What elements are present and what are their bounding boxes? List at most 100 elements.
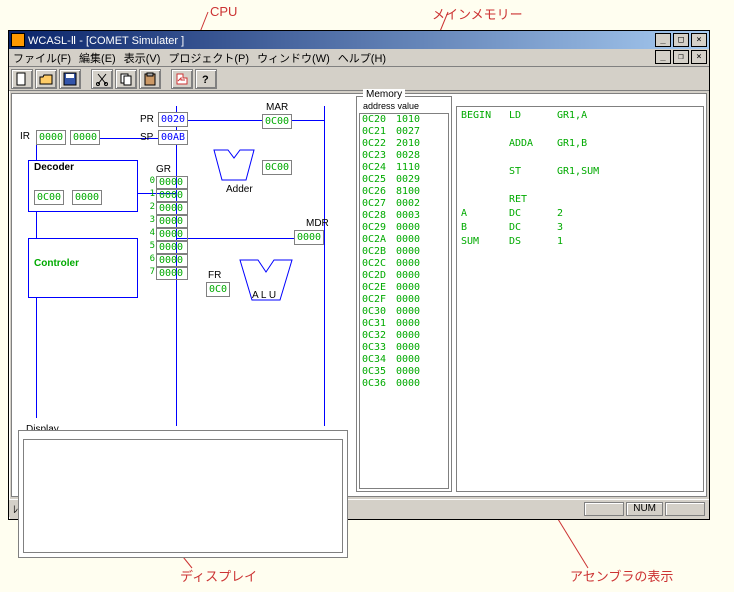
gr-row: 50000 bbox=[146, 241, 188, 254]
fr-label: FR bbox=[208, 270, 221, 281]
asm-row[interactable]: BEGINLDGR1,A bbox=[461, 109, 699, 123]
gr-index: 2 bbox=[146, 202, 156, 215]
titlebar[interactable]: WCASL-Ⅱ - [COMET Simulater ] _ □ × bbox=[9, 31, 709, 49]
memory-row[interactable]: 0C210027 bbox=[360, 126, 448, 138]
workarea: IR 0000 0000 PR 0020 SP 00AB MAR 0C00 0C… bbox=[11, 93, 707, 497]
memory-row[interactable]: 0C2D0000 bbox=[360, 270, 448, 282]
tool-run[interactable] bbox=[171, 69, 193, 89]
menu-project[interactable]: プロジェクト(P) bbox=[168, 50, 249, 66]
memory-addr: 0C24 bbox=[360, 162, 394, 174]
memory-row[interactable]: 0C330000 bbox=[360, 342, 448, 354]
asm-row[interactable]: SUMDS1 bbox=[461, 235, 699, 249]
tool-paste[interactable] bbox=[139, 69, 161, 89]
gr-stack: 0000010000200003000040000500006000070000 bbox=[146, 176, 188, 280]
asm-args: 1 bbox=[557, 235, 657, 249]
asm-op: ADDA bbox=[509, 137, 557, 151]
asm-row[interactable] bbox=[461, 179, 699, 193]
asm-row[interactable]: BDC3 bbox=[461, 221, 699, 235]
memory-list[interactable]: 0C2010100C2100270C2220100C2300280C241110… bbox=[359, 113, 449, 489]
memory-row[interactable]: 0C222010 bbox=[360, 138, 448, 150]
toolbar: ? bbox=[9, 67, 709, 91]
status-num: NUM bbox=[626, 502, 663, 516]
gr-value: 0000 bbox=[156, 202, 188, 215]
asm-row[interactable] bbox=[461, 151, 699, 165]
asm-label: B bbox=[461, 221, 509, 235]
child-restore-button[interactable]: ❐ bbox=[673, 50, 689, 64]
memory-addr: 0C36 bbox=[360, 378, 394, 390]
memory-addr: 0C25 bbox=[360, 174, 394, 186]
memory-row[interactable]: 0C2A0000 bbox=[360, 234, 448, 246]
menu-help[interactable]: ヘルプ(H) bbox=[338, 50, 386, 66]
memory-row[interactable]: 0C310000 bbox=[360, 318, 448, 330]
menu-edit[interactable]: 編集(E) bbox=[79, 50, 116, 66]
memory-value: 0027 bbox=[394, 126, 428, 138]
memory-value: 0000 bbox=[394, 342, 428, 354]
asm-op: DS bbox=[509, 235, 557, 249]
memory-row[interactable]: 0C230028 bbox=[360, 150, 448, 162]
memory-row[interactable]: 0C241110 bbox=[360, 162, 448, 174]
fr-value: 0C0 bbox=[206, 282, 230, 297]
memory-row[interactable]: 0C280003 bbox=[360, 210, 448, 222]
tool-save[interactable] bbox=[59, 69, 81, 89]
pr-value: 0020 bbox=[158, 112, 188, 127]
memory-row[interactable]: 0C2E0000 bbox=[360, 282, 448, 294]
memory-row[interactable]: 0C201010 bbox=[360, 114, 448, 126]
gr-index: 1 bbox=[146, 189, 156, 202]
memory-row[interactable]: 0C2C0000 bbox=[360, 258, 448, 270]
gr-index: 4 bbox=[146, 228, 156, 241]
child-close-button[interactable]: × bbox=[691, 50, 707, 64]
memory-row[interactable]: 0C360000 bbox=[360, 378, 448, 390]
mdr-value: 0000 bbox=[294, 230, 324, 245]
tool-new[interactable] bbox=[11, 69, 33, 89]
mar-label: MAR bbox=[266, 102, 288, 113]
close-button[interactable]: × bbox=[691, 33, 707, 47]
memory-row[interactable]: 0C2B0000 bbox=[360, 246, 448, 258]
gr-row: 30000 bbox=[146, 215, 188, 228]
menu-file[interactable]: ファイル(F) bbox=[13, 50, 71, 66]
gr-index: 6 bbox=[146, 254, 156, 267]
asm-row[interactable] bbox=[461, 123, 699, 137]
memory-row[interactable]: 0C340000 bbox=[360, 354, 448, 366]
memory-group: Memory address value 0C2010100C2100270C2… bbox=[356, 96, 452, 492]
memory-row[interactable]: 0C300000 bbox=[360, 306, 448, 318]
decoder-val-1: 0000 bbox=[72, 190, 102, 205]
gr-index: 3 bbox=[146, 215, 156, 228]
asm-row[interactable]: STGR1,SUM bbox=[461, 165, 699, 179]
ir-value-1: 0000 bbox=[70, 130, 100, 145]
decoder-label: Decoder bbox=[34, 162, 74, 173]
memory-row[interactable]: 0C270002 bbox=[360, 198, 448, 210]
memory-row[interactable]: 0C290000 bbox=[360, 222, 448, 234]
tool-help[interactable]: ? bbox=[195, 69, 217, 89]
menu-view[interactable]: 表示(V) bbox=[124, 50, 161, 66]
asm-op: LD bbox=[509, 109, 557, 123]
annotation-assembler: アセンブラの表示 bbox=[570, 566, 673, 585]
menu-window[interactable]: ウィンドウ(W) bbox=[257, 50, 330, 66]
memory-addr: 0C26 bbox=[360, 186, 394, 198]
pr-label: PR bbox=[140, 114, 154, 125]
asm-op: RET bbox=[509, 193, 557, 207]
gr-row: 40000 bbox=[146, 228, 188, 241]
gr-value: 0000 bbox=[156, 267, 188, 280]
assembler-panel[interactable]: BEGINLDGR1,A ADDAGR1,B STGR1,SUM RETADC2BDC… bbox=[456, 106, 704, 492]
tool-copy[interactable] bbox=[115, 69, 137, 89]
memory-row[interactable]: 0C250029 bbox=[360, 174, 448, 186]
minimize-button[interactable]: _ bbox=[655, 33, 671, 47]
memory-addr: 0C21 bbox=[360, 126, 394, 138]
memory-value: 8100 bbox=[394, 186, 428, 198]
menubar: ファイル(F) 編集(E) 表示(V) プロジェクト(P) ウィンドウ(W) ヘ… bbox=[9, 49, 709, 67]
tool-open[interactable] bbox=[35, 69, 57, 89]
asm-row[interactable]: ADC2 bbox=[461, 207, 699, 221]
memory-row[interactable]: 0C268100 bbox=[360, 186, 448, 198]
gr-value: 0000 bbox=[156, 254, 188, 267]
tool-cut[interactable] bbox=[91, 69, 113, 89]
controler-label: Controler bbox=[34, 258, 79, 269]
child-minimize-button[interactable]: _ bbox=[655, 50, 671, 64]
memory-addr: 0C35 bbox=[360, 366, 394, 378]
asm-row[interactable]: ADDAGR1,B bbox=[461, 137, 699, 151]
memory-row[interactable]: 0C350000 bbox=[360, 366, 448, 378]
memory-row[interactable]: 0C2F0000 bbox=[360, 294, 448, 306]
maximize-button[interactable]: □ bbox=[673, 33, 689, 47]
asm-row[interactable]: RET bbox=[461, 193, 699, 207]
memory-addr: 0C2C bbox=[360, 258, 394, 270]
memory-row[interactable]: 0C320000 bbox=[360, 330, 448, 342]
